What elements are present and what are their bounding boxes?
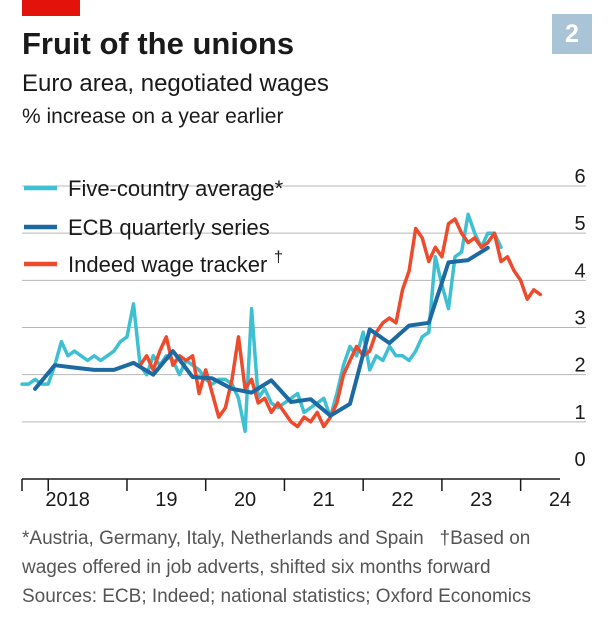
x-tick-label: 20 <box>234 489 256 511</box>
x-tick-label: 21 <box>313 489 335 511</box>
footnote-dagger: †Based on <box>439 528 531 549</box>
footnote-sources: Sources: ECB; Indeed; national statistic… <box>22 586 532 607</box>
footnote-line-1: *Austria, Germany, Italy, Netherlands an… <box>22 524 530 553</box>
series-line-ecb <box>33 245 490 418</box>
chart-number-badge: 2 <box>552 14 592 54</box>
brand-red-tag <box>22 0 80 16</box>
legend-label-ecb: ECB quarterly series <box>68 215 270 240</box>
y-tick-label: 5 <box>574 213 585 235</box>
chart-title: Fruit of the unions <box>22 26 295 61</box>
y-tick-label: 2 <box>574 355 585 377</box>
y-tick-label: 3 <box>574 308 585 330</box>
footnote-line-2: wages offered in job adverts, shifted si… <box>22 557 491 578</box>
x-tick-label: 23 <box>470 489 492 511</box>
y-tick-label: 1 <box>574 402 585 424</box>
chart-subtitle: Euro area, negotiated wages <box>22 70 329 97</box>
series-line-indeed <box>138 217 543 429</box>
x-tick-label: 19 <box>155 489 177 511</box>
x-tick-label: 24 <box>549 489 571 511</box>
y-tick-label: 4 <box>574 260 585 282</box>
y-tick-label: 6 <box>574 166 585 188</box>
chart-units: % increase on a year earlier <box>22 105 284 128</box>
footnote-countries: *Austria, Germany, Italy, Netherlands an… <box>22 528 424 549</box>
x-tick-label: 2018 <box>45 489 90 511</box>
legend-label-five-country: Five-country average* <box>68 176 284 201</box>
series-line-five-country <box>20 212 503 434</box>
legend-dagger: † <box>274 249 283 266</box>
y-tick-label: 0 <box>574 449 585 471</box>
legend-label-indeed: Indeed wage tracker <box>68 252 267 277</box>
x-tick-label: 22 <box>391 489 413 511</box>
